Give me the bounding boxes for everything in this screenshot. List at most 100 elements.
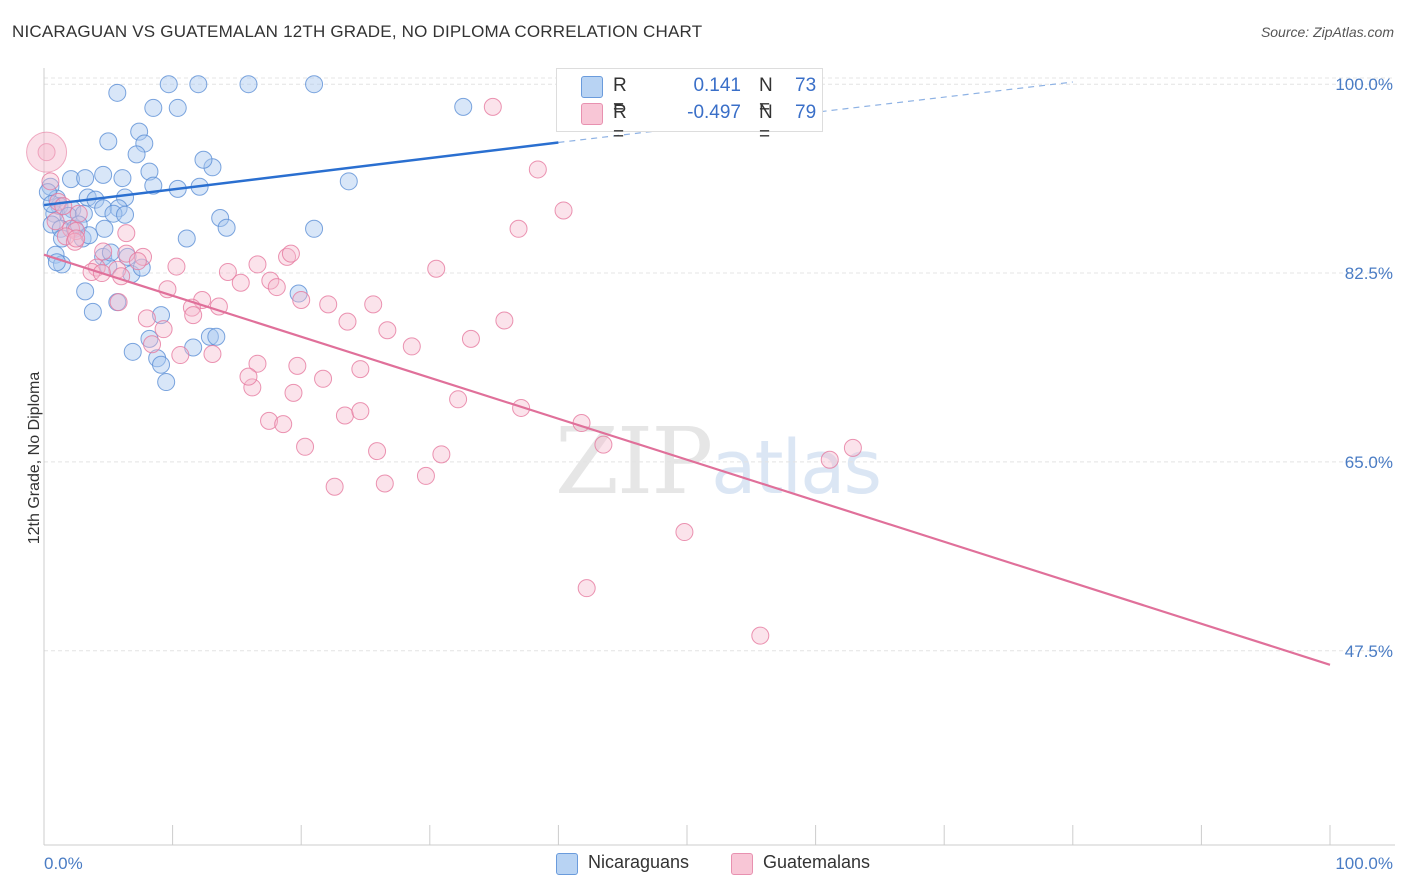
y-tick-label: 47.5% bbox=[1345, 642, 1393, 661]
guatemalan-point bbox=[54, 197, 73, 216]
guatemalan-point bbox=[203, 344, 222, 363]
guatemalan-point bbox=[319, 295, 338, 314]
y-axis-title: 12th Grade, No Diploma bbox=[26, 372, 43, 545]
axes bbox=[43, 68, 1395, 846]
guatemalan-point bbox=[314, 369, 333, 388]
guatemalan-point bbox=[154, 320, 173, 339]
guatemalan-point bbox=[117, 224, 136, 243]
nicaraguan-point bbox=[140, 162, 159, 181]
nicaraguan-point bbox=[217, 218, 236, 237]
guatemalan-point bbox=[143, 335, 162, 354]
nicaraguan-trend-line bbox=[43, 141, 559, 207]
guatemalan-point bbox=[248, 255, 267, 274]
guatemalan-point bbox=[267, 278, 286, 297]
n-label: N = bbox=[759, 102, 773, 145]
guatemalan-point bbox=[94, 242, 113, 261]
guatemalan-point bbox=[137, 309, 156, 328]
guatemalan-point bbox=[675, 523, 694, 542]
chart-title: NICARAGUAN VS GUATEMALAN 12TH GRADE, NO … bbox=[12, 22, 703, 41]
nicaraguan-point bbox=[127, 145, 146, 164]
nicaraguan-point bbox=[200, 327, 219, 346]
guatemalan-point bbox=[368, 442, 387, 461]
guatemalans-legend-swatch bbox=[731, 853, 753, 875]
nicaraguan-point bbox=[339, 172, 358, 191]
guatemalan-point bbox=[427, 259, 446, 278]
nicaraguan-point bbox=[152, 355, 171, 374]
nicaraguan-point bbox=[454, 97, 473, 116]
nicaraguan-point bbox=[144, 98, 163, 117]
trend-lines bbox=[43, 81, 1331, 666]
nicaraguan-point bbox=[189, 75, 208, 94]
n-label: N = bbox=[759, 75, 773, 118]
guatemalan-point bbox=[67, 229, 86, 248]
guatemalan-point bbox=[820, 450, 839, 469]
grid-lines bbox=[44, 77, 1395, 652]
tick-labels: 100.0% 82.5% 65.0% 47.5% 0.0% 100.0% bbox=[44, 75, 1393, 873]
nicaraguan-point bbox=[211, 209, 230, 228]
nicaraguan-point bbox=[95, 219, 114, 238]
guatemalan-point bbox=[46, 212, 65, 231]
nicaraguan-point bbox=[74, 204, 93, 223]
guatemalan-point bbox=[109, 293, 128, 312]
nicaraguan-point bbox=[62, 170, 81, 189]
nicaraguan-point bbox=[94, 165, 113, 184]
guatemalan-point bbox=[528, 160, 547, 179]
nicaraguans-legend-swatch bbox=[556, 853, 578, 875]
nicaraguan-point bbox=[305, 219, 324, 238]
guatemalan-point bbox=[281, 244, 300, 263]
guatemalan-point bbox=[577, 579, 596, 598]
guatemalan-point bbox=[69, 204, 88, 223]
guatemalan-point bbox=[449, 390, 468, 409]
y-tick-label: 100.0% bbox=[1335, 75, 1393, 94]
n-value: 79 bbox=[795, 102, 817, 123]
guatemalan-point bbox=[167, 257, 186, 276]
nicaraguan-point bbox=[194, 150, 213, 169]
nicaraguan-point bbox=[239, 75, 258, 94]
nicaraguan-point bbox=[101, 243, 120, 262]
guatemalan-point bbox=[378, 321, 397, 340]
r-label: R = bbox=[613, 102, 627, 145]
nicaraguan-point bbox=[83, 302, 102, 321]
guatemalans-swatch bbox=[581, 103, 603, 125]
guatemalan-point bbox=[260, 411, 279, 430]
nicaraguan-point bbox=[305, 75, 324, 94]
guatemalan-point bbox=[184, 306, 203, 325]
nicaraguan-point bbox=[94, 199, 113, 218]
guatemalan-point bbox=[296, 437, 315, 456]
nicaraguan-point bbox=[109, 199, 128, 218]
guatemalan-point bbox=[495, 311, 514, 330]
nicaraguan-point bbox=[123, 342, 142, 361]
guatemalan-point bbox=[243, 378, 262, 397]
source-label: Source: ZipAtlas.com bbox=[1260, 24, 1394, 40]
r-label: R = bbox=[613, 75, 627, 118]
guatemalan-point bbox=[284, 383, 303, 402]
nicaraguan-point bbox=[76, 169, 95, 188]
guatemalan-point bbox=[218, 262, 237, 281]
guatemalan-point bbox=[171, 346, 190, 365]
r-value: 0.141 bbox=[693, 75, 741, 96]
guatemalan-point bbox=[248, 354, 267, 373]
nicaraguan-point bbox=[207, 327, 226, 346]
guatemalan-point bbox=[128, 252, 147, 271]
guatemalan-point bbox=[351, 402, 370, 421]
nicaraguan-point bbox=[108, 83, 127, 102]
nicaraguan-point bbox=[130, 122, 149, 141]
guatemalan-point bbox=[351, 360, 370, 379]
guatemalan-point bbox=[364, 295, 383, 314]
guatemalan-point bbox=[402, 337, 421, 356]
guatemalan-point bbox=[239, 367, 258, 386]
guatemalan-large-point bbox=[26, 131, 68, 173]
nicaraguan-point bbox=[116, 205, 135, 224]
nicaraguan-point bbox=[99, 132, 118, 151]
guatemalan-point bbox=[274, 415, 293, 434]
nicaraguan-point bbox=[152, 306, 171, 325]
nicaraguans-legend-label: Nicaraguans bbox=[588, 852, 690, 872]
guatemalan-point bbox=[416, 466, 435, 485]
guatemalan-point bbox=[483, 97, 502, 116]
guatemalan-point bbox=[432, 445, 451, 464]
guatemalan-point bbox=[37, 143, 56, 162]
x-tick-label-max: 100.0% bbox=[1335, 854, 1393, 873]
guatemalan-trend-line bbox=[43, 253, 1331, 666]
guatemalan-point bbox=[338, 312, 357, 331]
